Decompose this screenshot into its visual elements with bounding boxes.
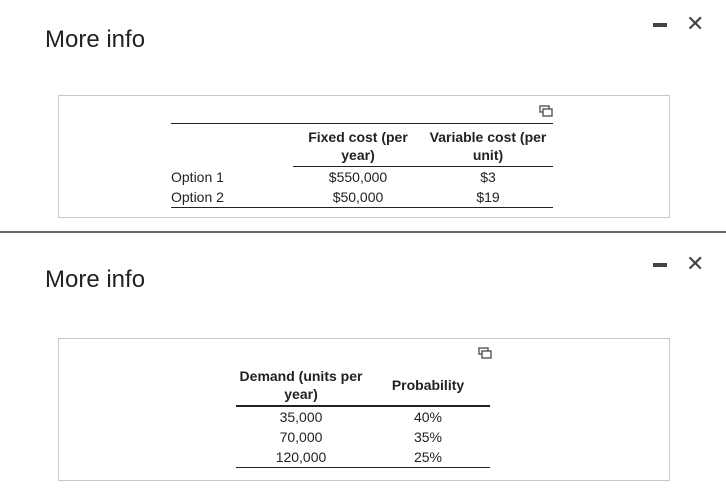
minimize-icon[interactable]: [653, 263, 667, 267]
fixed-cost-value: $550,000: [328, 169, 388, 185]
panel-title: More info: [45, 26, 146, 53]
header-probability: Probability: [366, 367, 490, 407]
panel-title: More info: [45, 266, 146, 293]
demand-value: 35,000: [279, 409, 323, 425]
table-row: 120,000 25%: [236, 447, 490, 468]
header-variable-cost: Variable cost (per unit): [423, 123, 553, 167]
table-row: 70,000 35%: [236, 427, 490, 447]
close-icon[interactable]: ✕: [686, 11, 705, 36]
header-blank: [171, 124, 293, 167]
demand-value: 70,000: [279, 429, 323, 445]
minimize-icon[interactable]: [653, 23, 667, 27]
probability-value: 25%: [413, 449, 443, 465]
more-info-panel-cost: More info ✕ Fixed cost (per year) Variab…: [0, 0, 726, 232]
variable-cost-value: $19: [476, 189, 500, 205]
demand-value: 120,000: [275, 449, 327, 465]
row-label: Option 2: [171, 189, 224, 205]
table-row: Option 1 $550,000 $3: [171, 167, 553, 188]
close-icon[interactable]: ✕: [686, 251, 705, 276]
row-label: Option 1: [171, 168, 224, 185]
info-box: [58, 338, 670, 481]
header-demand: Demand (units per year): [236, 367, 366, 407]
table-row: 35,000 40%: [236, 406, 490, 427]
fixed-cost-value: $50,000: [332, 189, 384, 205]
table-header-row: Demand (units per year) Probability: [236, 367, 490, 407]
table-row: Option 2 $50,000 $19: [171, 187, 553, 208]
table-header-row: Fixed cost (per year) Variable cost (per…: [171, 123, 553, 167]
variable-cost-value: $3: [480, 169, 496, 185]
more-info-panel-demand: More info ✕: [0, 232, 726, 494]
demand-table: Demand (units per year) Probability 35,0…: [236, 367, 490, 468]
copy-icon[interactable]: [478, 346, 492, 359]
cost-table: Fixed cost (per year) Variable cost (per…: [171, 123, 553, 208]
panel-divider: [0, 231, 726, 233]
probability-value: 40%: [413, 409, 443, 425]
info-box: [58, 95, 670, 218]
copy-icon[interactable]: [539, 104, 553, 117]
probability-value: 35%: [413, 429, 443, 445]
header-fixed-cost: Fixed cost (per year): [293, 123, 423, 167]
